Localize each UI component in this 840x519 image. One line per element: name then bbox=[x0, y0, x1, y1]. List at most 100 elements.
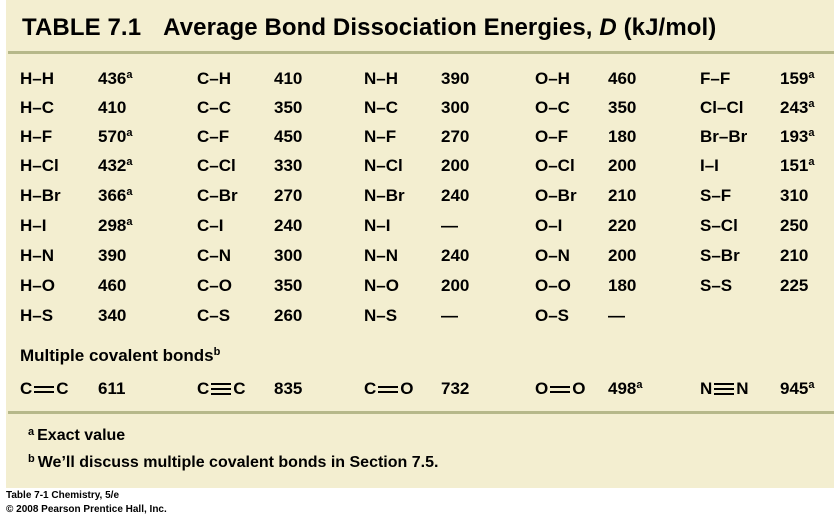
bond-energy-value: 225 bbox=[780, 276, 808, 296]
bond-energy-value: — bbox=[441, 306, 458, 326]
value-text: 366 bbox=[98, 186, 127, 205]
bond-energy-value: 180 bbox=[608, 276, 636, 296]
bond-energy-value: 200 bbox=[608, 156, 636, 176]
bond-label: O–Br bbox=[535, 186, 577, 205]
value-text: 200 bbox=[441, 156, 470, 175]
bond-label: O–F bbox=[535, 127, 569, 146]
value-text: 460 bbox=[98, 276, 127, 295]
bond-label: N–H bbox=[364, 69, 399, 88]
value-text: 240 bbox=[441, 246, 470, 265]
table-title-symbol: D bbox=[599, 14, 617, 41]
bond-label: C–O bbox=[197, 276, 232, 295]
value-text: 151 bbox=[780, 156, 809, 175]
bond-energy-value: 436a bbox=[98, 69, 133, 89]
bond-energy-value: 350 bbox=[274, 276, 302, 296]
bond-energy-value: 390 bbox=[98, 246, 126, 266]
multiple-bond-value: 945a bbox=[780, 379, 815, 399]
bond-label: H–F bbox=[20, 127, 53, 146]
bond-label: N–N bbox=[364, 246, 399, 265]
footer-rule bbox=[8, 411, 834, 414]
bond-energy-value: 151a bbox=[780, 156, 815, 176]
footnote-mark: a bbox=[28, 426, 35, 438]
bond-label: C–F bbox=[197, 127, 230, 146]
atom-symbol: O bbox=[400, 379, 414, 398]
bond-label: N–Cl bbox=[364, 156, 403, 175]
bond-label: S–S bbox=[700, 276, 733, 295]
bond-label: C–Cl bbox=[197, 156, 236, 175]
bond-energy-value: 340 bbox=[98, 306, 126, 326]
value-text: 210 bbox=[780, 246, 809, 265]
value-text: — bbox=[441, 306, 458, 325]
bond-label: C–Br bbox=[197, 186, 238, 205]
bond-label: H–Br bbox=[20, 186, 61, 205]
footnote-a: a Exact value bbox=[28, 427, 125, 445]
atom-symbol: N bbox=[736, 379, 749, 398]
value-text: 350 bbox=[274, 276, 303, 295]
bond-label: N–Br bbox=[364, 186, 405, 205]
bond-energy-value: 250 bbox=[780, 216, 808, 236]
table-title: TABLE 7.1 Average Bond Dissociation Energ… bbox=[22, 14, 716, 42]
bond-energy-value: 200 bbox=[441, 156, 469, 176]
value-text: 240 bbox=[441, 186, 470, 205]
bond-label: N–I bbox=[364, 216, 391, 235]
bond-energy-value: 570a bbox=[98, 127, 133, 147]
bond-energy-value: 270 bbox=[441, 127, 469, 147]
multiple-bonds-heading-text: Multiple covalent bonds bbox=[20, 346, 214, 365]
bond-label: H–H bbox=[20, 69, 55, 88]
value-text: 410 bbox=[274, 69, 303, 88]
bond-label: C–N bbox=[197, 246, 232, 265]
bond-label: C–C bbox=[197, 98, 232, 117]
bond-label: S–Br bbox=[700, 246, 740, 265]
multiple-bonds-heading: Multiple covalent bondsb bbox=[20, 346, 220, 366]
bond-label: O–C bbox=[535, 98, 570, 117]
atom-symbol: C bbox=[364, 379, 377, 398]
bond-energy-value: 200 bbox=[441, 276, 469, 296]
bond-label: O–O bbox=[535, 276, 571, 295]
bond-label: C–S bbox=[197, 306, 231, 325]
value-text: 250 bbox=[780, 216, 809, 235]
atom-symbol: C bbox=[56, 379, 69, 398]
value-text: 200 bbox=[608, 246, 637, 265]
footnote-b: b We’ll discuss multiple covalent bonds i… bbox=[28, 454, 438, 472]
value-text: 945 bbox=[780, 379, 809, 398]
value-text: 243 bbox=[780, 98, 809, 117]
value-text: 390 bbox=[98, 246, 127, 265]
bond-label: O–Cl bbox=[535, 156, 575, 175]
double-bond-icon bbox=[378, 385, 399, 393]
value-text: 450 bbox=[274, 127, 303, 146]
footnote-text: We’ll discuss multiple covalent bonds in… bbox=[37, 454, 439, 471]
bond-energy-value: 243a bbox=[780, 98, 815, 118]
bond-energy-value: 240 bbox=[274, 216, 302, 236]
multiple-bond-value: 732 bbox=[441, 379, 469, 399]
value-text: 460 bbox=[608, 69, 637, 88]
table-title-text: Average Bond Dissociation Energies, bbox=[163, 14, 593, 41]
bond-energy-value: 460 bbox=[608, 69, 636, 89]
footnote-text: Exact value bbox=[37, 427, 126, 444]
bond-label: Br–Br bbox=[700, 127, 748, 146]
footnote-marker: a bbox=[808, 69, 815, 81]
value-text: 260 bbox=[274, 306, 303, 325]
value-text: 330 bbox=[274, 156, 303, 175]
bond-energy-value: 300 bbox=[274, 246, 302, 266]
credit-copyright: © 2008 Pearson Prentice Hall, Inc. bbox=[6, 504, 167, 515]
value-text: 210 bbox=[608, 186, 637, 205]
bond-label: C–H bbox=[197, 69, 232, 88]
bond-label: H–C bbox=[20, 98, 55, 117]
footnote-marker: a bbox=[126, 69, 133, 81]
atom-symbol: C bbox=[197, 379, 210, 398]
bond-energy-value: 390 bbox=[441, 69, 469, 89]
atom-symbol: N bbox=[700, 379, 713, 398]
multiple-bond-value: 498a bbox=[608, 379, 643, 399]
header-rule bbox=[8, 51, 834, 54]
value-text: 835 bbox=[274, 379, 303, 398]
footnote-marker: a bbox=[126, 216, 133, 228]
value-text: 498 bbox=[608, 379, 637, 398]
bond-label: H–Cl bbox=[20, 156, 59, 175]
bond-energy-value: — bbox=[608, 306, 625, 326]
bond-energy-value: 300 bbox=[441, 98, 469, 118]
footnote-marker: a bbox=[808, 98, 815, 110]
value-text: 180 bbox=[608, 127, 637, 146]
